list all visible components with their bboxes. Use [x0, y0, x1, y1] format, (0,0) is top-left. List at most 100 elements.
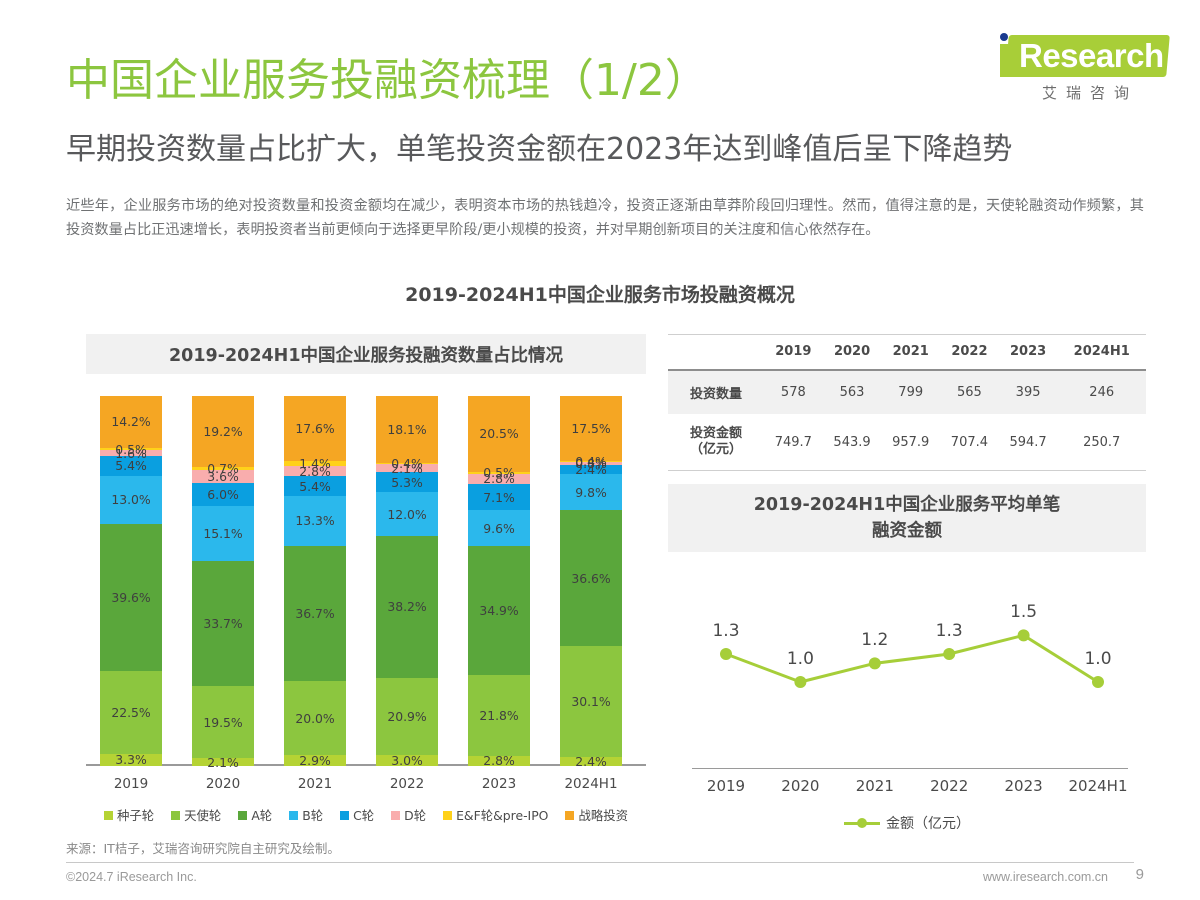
legend-label: 天使轮 [184, 808, 222, 823]
stacked-bar-segment-label: 1.4% [299, 455, 331, 471]
stacked-bar-segment-label: 2.1% [207, 754, 239, 770]
line-chart-x-label: 2022 [930, 777, 969, 795]
x-axis-line [86, 764, 646, 766]
stacked-bar-segment: 14.2% [100, 395, 162, 449]
stacked-bar-segment-label: 12.0% [387, 506, 427, 522]
stacked-bar-segment-label: 9.6% [483, 520, 515, 536]
stacked-bar-legend-item[interactable]: 战略投资 [565, 806, 628, 824]
stacked-bar-segment: 36.7% [284, 545, 346, 682]
table-cell: 246 [1089, 385, 1115, 400]
stacked-bar-segment: 0.5% [100, 442, 162, 457]
stacked-bar-segment-label: 0.5% [483, 465, 515, 481]
stacked-bar-segment-label: 19.5% [203, 714, 243, 730]
table-header: 2019 2020 2021 2022 2023 2024H1 [668, 334, 1146, 371]
stacked-bar-chart-title: 2019-2024H1中国企业服务投融资数量占比情况 [86, 334, 646, 374]
stacked-bar-legend-item[interactable]: 天使轮 [171, 806, 221, 824]
stacked-bar-segment-label: 5.3% [391, 474, 423, 490]
table-cell: 563 [839, 385, 865, 400]
stacked-bar-segment: 20.0% [284, 681, 346, 756]
stacked-bar-x-axis-labels: 2019 2020 2021 2022 2023 2024H1 [86, 772, 646, 800]
stacked-bar-segment-label: 3.0% [391, 752, 423, 768]
stacked-bar-segment-label: 17.5% [571, 420, 611, 436]
line-chart-x-label: 2020 [781, 777, 820, 795]
legend-swatch-icon [171, 810, 181, 820]
stacked-bar-segment: 1.4% [284, 456, 346, 471]
stacked-bar-segment: 36.6% [560, 510, 622, 646]
stacked-bar-segment: 3.3% [100, 752, 162, 767]
stacked-bar-x-label: 2019 [113, 776, 149, 792]
line-data-label: 1.3 [712, 621, 740, 641]
stacked-bar-segment-label: 0.4% [391, 456, 423, 472]
stacked-bar-legend-item[interactable]: A轮 [238, 806, 272, 824]
stacked-bar-segment-label: 2.8% [483, 753, 515, 769]
legend-label: B轮 [302, 808, 324, 823]
line-chart-title: 2019-2024H1中国企业服务平均单笔 融资金额 [668, 484, 1146, 552]
stacked-bar-legend-item[interactable]: E&F轮&pre-IPO [443, 806, 548, 824]
stacked-bar-legend-item[interactable]: B轮 [289, 806, 323, 824]
table-cell: 707.4 [940, 414, 999, 471]
stacked-bar-segment-label: 13.0% [111, 492, 151, 508]
table-column-header: 2019 [764, 334, 823, 371]
line-chart-title-line2: 融资金额 [872, 521, 942, 541]
stacked-bar-segment-label: 15.1% [203, 525, 243, 541]
overview-data-table: 2019 2020 2021 2022 2023 2024H1 投资数量 578 563 799… [668, 334, 1146, 471]
stacked-bar-segment: 15.1% [192, 505, 254, 562]
stacked-bar-segment: 3.6% [192, 469, 254, 484]
stacked-bar-segment: 0.7% [192, 461, 254, 476]
table-row: 投资金额 （亿元） 749.7 543.9 957.9 707.4 594.7 250.7 [668, 414, 1146, 471]
stacked-bar-segment: 9.8% [560, 474, 622, 511]
table-row-header: 投资数量 [689, 387, 742, 402]
legend-swatch-icon [103, 810, 113, 820]
stacked-bar-segment-label: 19.2% [203, 424, 243, 440]
line-data-point [794, 676, 807, 688]
stacked-bar-segment-label: 0.4% [575, 454, 607, 470]
table-cell: 799 [898, 385, 924, 400]
stacked-bar-segment: 17.6% [284, 395, 346, 461]
stacked-bar-segment-label: 22.5% [111, 704, 151, 720]
legend-label: 战略投资 [578, 808, 628, 823]
stacked-bar-segment: 0.4% [376, 456, 438, 471]
legend-swatch-icon [289, 810, 299, 820]
stacked-bar-legend: 种子轮 天使轮 A轮 B轮 C轮 D轮 E&F轮&pre-IPO 战略投资 [86, 806, 646, 824]
stacked-bar-segment-label: 20.9% [387, 708, 427, 724]
line-series-path [725, 633, 1099, 684]
stacked-bar-segment-label: 2.4% [575, 754, 607, 770]
footer-divider [66, 862, 1134, 863]
stacked-bar-column: 20.5% 0.5% 2.8% 7.1% 9.6% 34.9% 21.8% 2.8% [468, 396, 530, 769]
source-note: 来源：IT桔子，艾瑞咨询研究院自主研究及绘制。 [66, 841, 340, 856]
table-column-header: 2022 [940, 334, 999, 371]
stacked-bar-segment-label: 18.1% [387, 422, 427, 438]
line-data-label: 1.5 [1010, 602, 1038, 623]
stacked-bar-legend-item[interactable]: D轮 [391, 806, 426, 824]
stacked-bar-segment: 2.4% [560, 754, 622, 770]
table-cell: 250.7 [1057, 414, 1146, 471]
stacked-bar-segment-label: 34.9% [479, 602, 519, 618]
table-cell: 543.9 [822, 414, 882, 471]
table-cell: 957.9 [881, 414, 941, 471]
logo-i-stem-icon [1000, 44, 1008, 77]
table-column-header: 2020 [822, 334, 882, 371]
stacked-bar-segment-label: 7.1% [483, 489, 515, 505]
stacked-bar-segment-label: 2.4% [575, 462, 607, 478]
stacked-bar-legend-item[interactable]: C轮 [340, 806, 374, 824]
stacked-bar-segment: 2.8% [468, 753, 530, 769]
body-paragraph: 近些年，企业服务市场的绝对投资数量和投资金额均在减少，表明资本市场的热钱趋冷，投… [66, 198, 1144, 238]
table-row-header: 投资金额 （亿元） [668, 414, 764, 471]
stacked-bar-segment-label: 9.8% [575, 484, 607, 500]
stacked-bar-legend-item[interactable]: 种子轮 [103, 806, 154, 824]
table-header-row: 2019 2020 2021 2022 2023 2024H1 [668, 334, 1146, 371]
stacked-bar-segment-label: 36.6% [571, 570, 611, 586]
line-chart-legend: 金额（亿元） [668, 813, 1146, 833]
stacked-bar-segment-label: 5.4% [115, 458, 147, 474]
stacked-bar-segment: 13.0% [100, 475, 162, 525]
legend-swatch-icon [340, 810, 350, 820]
stacked-bar-segment: 19.5% [192, 686, 254, 759]
stacked-bar-segment: 19.2% [192, 396, 254, 468]
legend-label: E&F轮&pre-IPO [456, 808, 549, 823]
logo-badge: Research [993, 33, 1170, 79]
stacked-bar-x-label: 2024H1 [564, 776, 618, 792]
stacked-bar-segment-label: 2.8% [299, 463, 331, 479]
stacked-bar-segment: 21.8% [468, 674, 530, 756]
stacked-bar-segment-label: 0.7% [207, 461, 239, 477]
stacked-bar-segment-label: 1.6% [115, 445, 147, 461]
